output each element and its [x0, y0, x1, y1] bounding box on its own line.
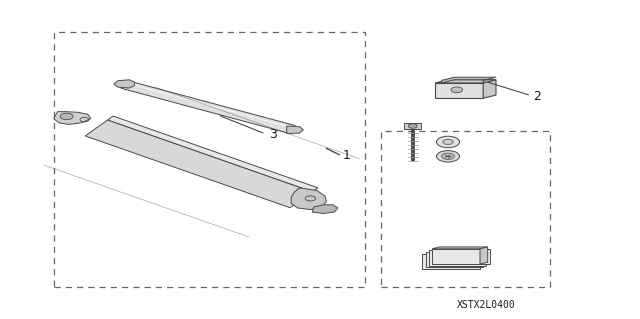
- Polygon shape: [54, 112, 91, 124]
- Circle shape: [60, 113, 73, 120]
- Circle shape: [443, 139, 453, 145]
- Bar: [54, 32, 365, 287]
- Polygon shape: [483, 80, 496, 98]
- Circle shape: [408, 124, 417, 128]
- Polygon shape: [432, 247, 488, 249]
- Polygon shape: [287, 126, 303, 134]
- Circle shape: [436, 136, 460, 148]
- Bar: [429, 250, 486, 266]
- Polygon shape: [404, 123, 421, 129]
- Bar: [426, 252, 483, 267]
- Bar: [435, 83, 483, 98]
- Polygon shape: [85, 120, 312, 208]
- Polygon shape: [312, 205, 338, 213]
- Bar: [422, 254, 480, 269]
- Polygon shape: [480, 247, 488, 264]
- Polygon shape: [435, 80, 496, 83]
- Bar: [381, 131, 550, 287]
- Text: XSTX2L0400: XSTX2L0400: [457, 300, 516, 310]
- Text: 1: 1: [343, 149, 351, 162]
- Polygon shape: [291, 188, 326, 210]
- Polygon shape: [108, 116, 318, 192]
- Polygon shape: [121, 81, 295, 133]
- Text: 2: 2: [533, 90, 541, 103]
- Polygon shape: [442, 77, 496, 83]
- Text: 3: 3: [269, 129, 276, 141]
- Circle shape: [442, 153, 454, 160]
- Circle shape: [451, 87, 463, 93]
- Polygon shape: [114, 80, 134, 88]
- Circle shape: [436, 151, 460, 162]
- Bar: [432, 249, 490, 264]
